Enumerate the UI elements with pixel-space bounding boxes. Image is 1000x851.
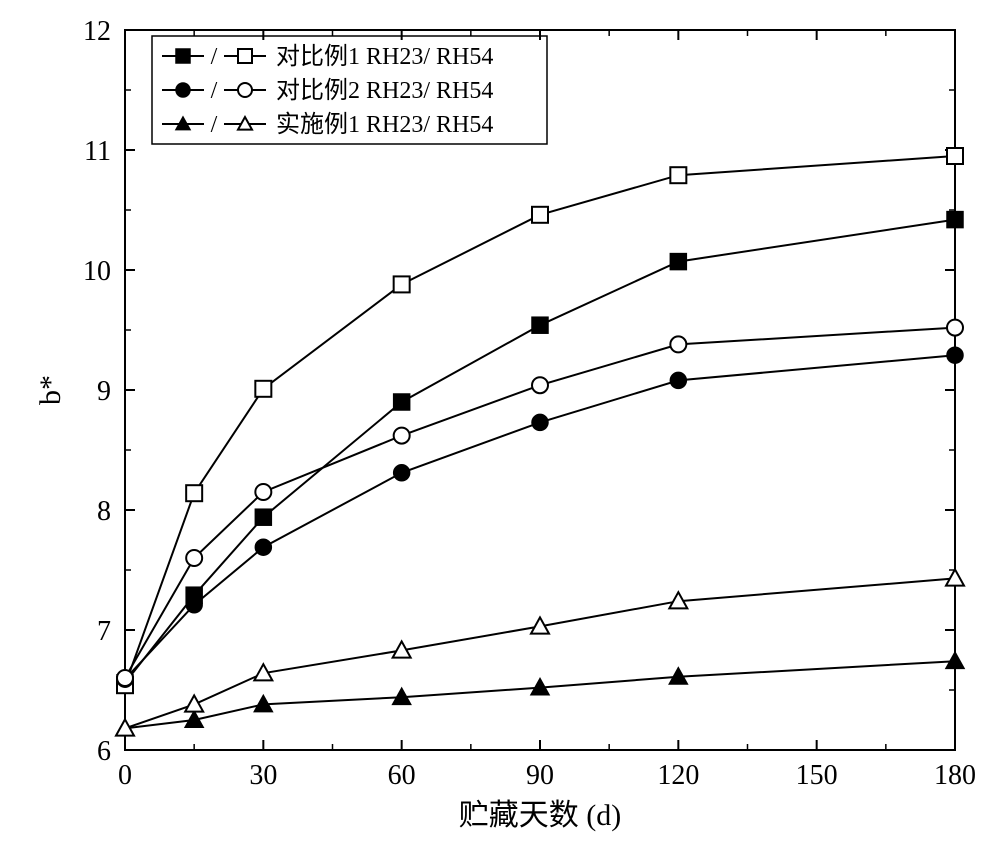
marker-square-filled xyxy=(176,49,190,63)
marker-square-filled xyxy=(532,317,548,333)
x-tick-label: 0 xyxy=(118,760,132,791)
marker-circle-open xyxy=(255,484,271,500)
chart-svg: 0 30 60 90 120 150 180 贮藏天数 (d) 6 7 8 9 10 11 12 b* / 对比例… xyxy=(0,0,1000,851)
y-tick-label: 11 xyxy=(84,136,111,167)
series-line xyxy=(125,578,955,728)
marker-circle-open xyxy=(394,428,410,444)
x-axis-label: 贮藏天数 (d) xyxy=(459,799,621,832)
marker-circle-open xyxy=(238,83,252,97)
y-tick-label: 6 xyxy=(97,736,111,767)
x-tick-label: 120 xyxy=(657,760,699,791)
marker-circle-filled xyxy=(532,414,548,430)
chart-container: 0 30 60 90 120 150 180 贮藏天数 (d) 6 7 8 9 10 11 12 b* / 对比例… xyxy=(0,0,1000,851)
marker-square-filled xyxy=(670,254,686,270)
x-tick-label: 180 xyxy=(934,760,976,791)
legend-sep: / xyxy=(211,112,218,138)
y-axis-label: b* xyxy=(34,375,67,405)
legend-sep: / xyxy=(211,44,218,70)
legend-label: 对比例1 RH23/ RH54 xyxy=(276,43,493,70)
marker-triangle-filled xyxy=(946,652,964,668)
legend-sep: / xyxy=(211,78,218,104)
marker-circle-filled xyxy=(670,372,686,388)
y-tick-label: 10 xyxy=(83,256,111,287)
marker-square-open xyxy=(532,207,548,223)
marker-circle-open xyxy=(670,336,686,352)
marker-circle-open xyxy=(532,377,548,393)
x-tick-label: 90 xyxy=(526,760,554,791)
marker-square-open xyxy=(670,167,686,183)
marker-square-filled xyxy=(947,212,963,228)
marker-square-open xyxy=(947,148,963,164)
x-tick-label: 150 xyxy=(796,760,838,791)
marker-circle-filled xyxy=(176,83,190,97)
marker-circle-filled xyxy=(947,347,963,363)
y-tick-label: 7 xyxy=(97,616,111,647)
marker-triangle-open xyxy=(946,569,964,585)
legend-label: 实施例1 RH23/ RH54 xyxy=(276,111,493,138)
x-tick-label: 30 xyxy=(249,760,277,791)
y-tick-label: 12 xyxy=(83,16,111,47)
marker-circle-filled xyxy=(186,597,202,613)
x-tick-label: 60 xyxy=(388,760,416,791)
marker-square-open xyxy=(238,49,252,63)
marker-triangle-open xyxy=(185,695,203,711)
marker-square-open xyxy=(394,276,410,292)
y-tick-label: 8 xyxy=(97,496,111,527)
marker-square-filled xyxy=(255,509,271,525)
marker-circle-open xyxy=(186,550,202,566)
marker-square-filled xyxy=(394,394,410,410)
marker-circle-open xyxy=(947,320,963,336)
series-line xyxy=(125,220,955,683)
marker-square-open xyxy=(255,381,271,397)
marker-circle-open xyxy=(117,670,133,686)
marker-square-open xyxy=(186,485,202,501)
legend-label: 对比例2 RH23/ RH54 xyxy=(276,77,493,104)
y-tick-label: 9 xyxy=(97,376,111,407)
marker-circle-filled xyxy=(394,465,410,481)
marker-circle-filled xyxy=(255,539,271,555)
